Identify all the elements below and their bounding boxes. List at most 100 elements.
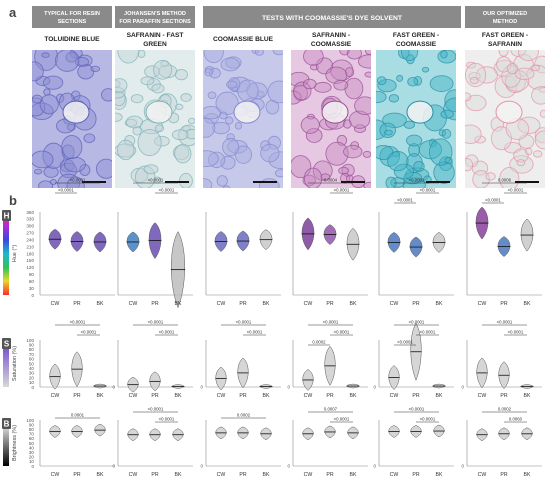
cell <box>303 167 323 188</box>
x-tick-label: CW <box>217 472 226 478</box>
zero-tick: 0 <box>112 464 115 469</box>
zero-tick: 0 <box>200 464 203 469</box>
cell <box>465 92 472 102</box>
stain-label: COOMASSIE BLUE <box>213 36 274 43</box>
y-tick-label: 60 <box>29 436 35 441</box>
cell <box>388 94 400 103</box>
p-value-label: 0.0007 <box>324 407 338 412</box>
significance-bracket: <0.0001 <box>55 178 100 184</box>
cell <box>179 172 193 188</box>
y-tick-label: 30 <box>29 371 35 376</box>
cell <box>226 80 238 89</box>
x-tick-label: PR <box>73 301 80 307</box>
p-value-label: <0.0001 <box>334 188 350 193</box>
x-tick-label: BK <box>97 472 104 478</box>
x-tick-label: PR <box>500 393 507 399</box>
cell <box>377 79 397 93</box>
cell <box>514 67 535 81</box>
cell <box>333 79 349 91</box>
violin-plot: 0 CW PR BK <0.0001 <0.0001 <box>200 320 281 399</box>
cell <box>66 176 85 188</box>
x-tick-label: BK <box>524 472 531 478</box>
cell <box>344 67 355 78</box>
cell <box>421 66 430 73</box>
cell <box>43 166 59 178</box>
micrograph-tile <box>465 50 545 188</box>
violin-plot: 0 CW PR BK <0.0001 <0.0001 0.0002 <box>287 320 368 399</box>
channel-letter-box <box>2 338 11 349</box>
violin-plot: 0 CW PR BK <0.0001 <0.0001 <box>373 407 454 478</box>
p-value-label: 0.0006 <box>498 178 512 183</box>
y-tick-label: 80 <box>29 427 35 432</box>
x-tick-label: PR <box>73 472 80 478</box>
p-value-label: 0.0002 <box>312 340 326 345</box>
cell <box>137 50 146 58</box>
violin-plot: 0 CW PR BK <0.0001 <0.0001 <box>461 320 542 399</box>
micrograph-tile <box>203 50 283 188</box>
y-tick-label: 40 <box>29 445 35 450</box>
y-tick-label: 30 <box>29 450 35 455</box>
x-tick-label: PR <box>326 301 333 307</box>
cell <box>216 175 228 187</box>
significance-bracket: <0.0001 <box>55 188 77 194</box>
y-tick-label: 90 <box>29 343 35 348</box>
significance-bracket: <0.0001 <box>308 320 353 326</box>
cell <box>429 75 454 92</box>
cell <box>43 88 51 96</box>
p-value-label: <0.0001 <box>334 330 350 335</box>
channel-colorbar <box>3 420 9 466</box>
significance-bracket: <0.0001 <box>155 188 178 194</box>
x-tick-label: BK <box>524 301 531 307</box>
p-value-label: <0.0001 <box>323 320 339 325</box>
violin-plot: CW PR BK <0.0001 <0.0001 <box>117 178 193 309</box>
x-tick-label: PR <box>500 472 507 478</box>
cell <box>203 117 216 138</box>
group-header-line2: SECTIONS <box>58 19 87 25</box>
x-tick-label: PR <box>500 301 507 307</box>
p-value-label: <0.0001 <box>508 188 524 193</box>
cell <box>154 135 170 147</box>
cell <box>532 150 543 158</box>
cell <box>222 185 231 188</box>
y-tick-label: 120 <box>26 265 34 270</box>
channel-letter-box <box>2 210 11 221</box>
micrograph-cells <box>376 50 456 188</box>
group-header-line1: TESTS WITH COOMASSIE'S DYE SOLVENT <box>262 15 403 22</box>
cell <box>174 143 192 164</box>
cell <box>300 116 320 134</box>
x-tick-label: CW <box>304 393 313 399</box>
cell <box>219 111 228 120</box>
significance-bracket: <0.0001 <box>482 198 504 204</box>
significance-bracket: <0.0001 <box>77 330 100 336</box>
cell <box>140 76 155 86</box>
x-tick-label: CW <box>478 393 487 399</box>
cell <box>101 88 112 102</box>
cell <box>534 55 545 74</box>
cell <box>225 56 242 69</box>
significance-bracket: <0.0001 <box>504 188 527 194</box>
significance-bracket: <0.0001 <box>55 320 100 326</box>
vessel <box>233 100 261 124</box>
violin-plot: CW PR BK 0.0001 <box>39 413 115 478</box>
cell <box>531 86 545 105</box>
y-tick-label: 270 <box>26 231 34 236</box>
channel-colorbar <box>3 340 9 387</box>
cell <box>387 151 409 172</box>
cell <box>65 51 78 63</box>
cell <box>376 119 387 140</box>
significance-bracket: <0.0001 <box>504 330 527 336</box>
method-group-header: TESTS WITH COOMASSIE'S DYE SOLVENT <box>203 6 461 28</box>
p-value-label: <0.0001 <box>159 330 175 335</box>
cell <box>151 83 165 94</box>
violin-plot: 0 CW PR BK 0.0002 0.0060 <box>461 407 542 478</box>
channel-letter: H <box>4 212 10 221</box>
significance-bracket: <0.0001 <box>416 330 439 336</box>
p-value-label: <0.0001 <box>70 178 86 183</box>
cell <box>524 147 533 156</box>
cell <box>153 59 173 80</box>
cell <box>41 52 50 58</box>
cell <box>39 94 59 115</box>
x-tick-label: BK <box>436 393 443 399</box>
significance-bracket: <0.0001 <box>416 417 439 423</box>
